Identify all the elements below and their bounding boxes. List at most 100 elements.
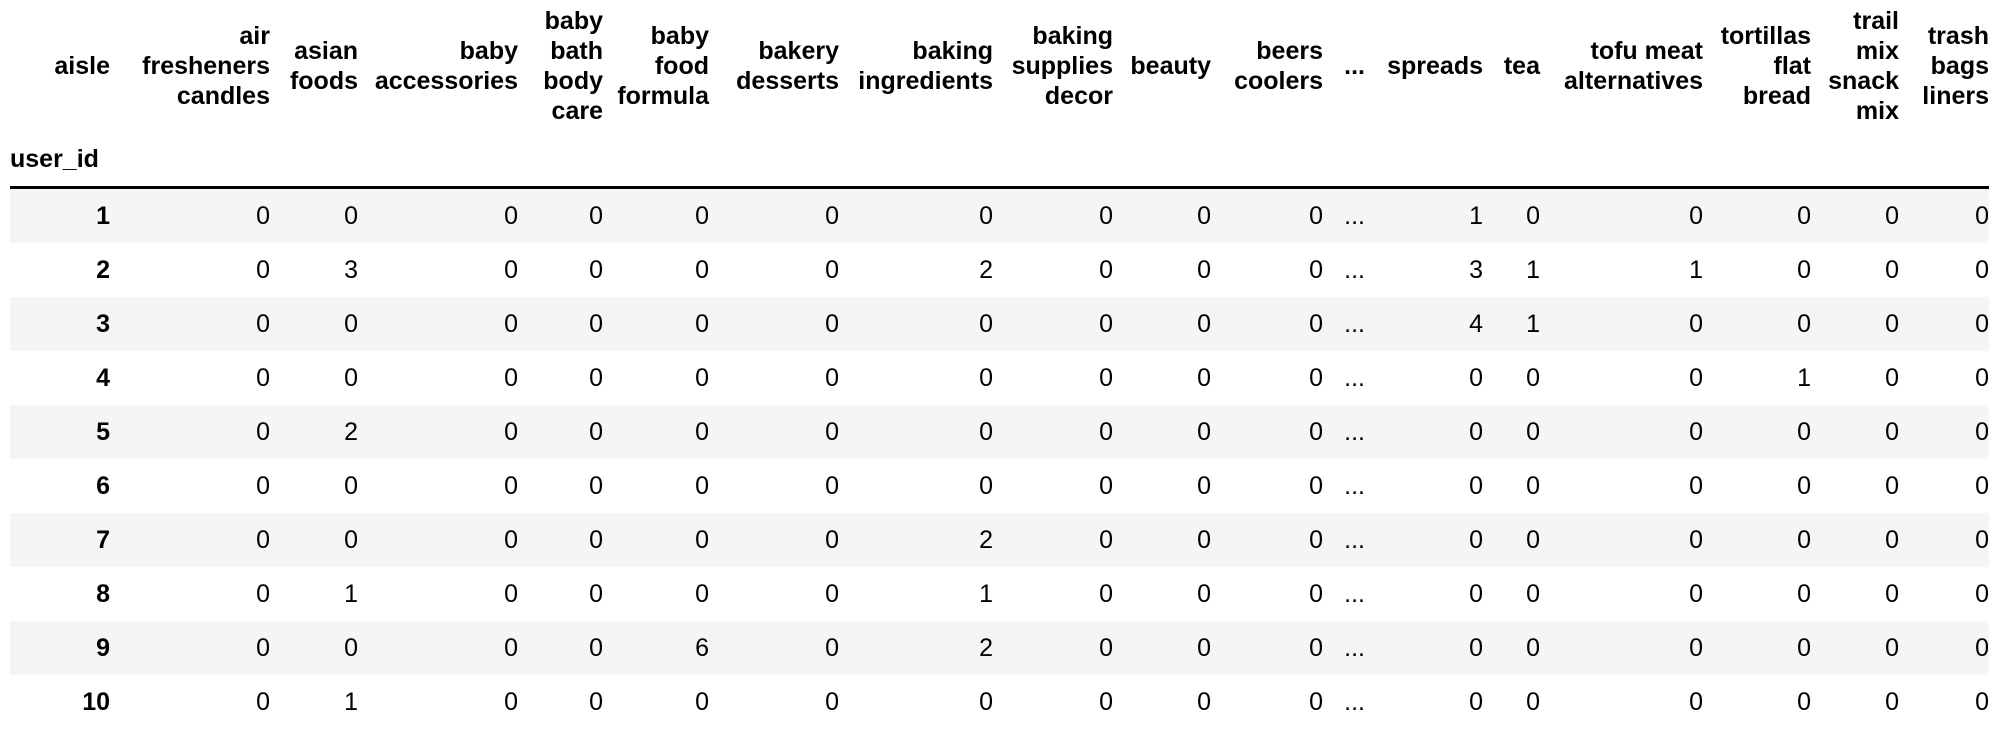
cell: 0: [1197, 418, 1211, 446]
cell: 0: [504, 256, 518, 284]
cell: 0: [1689, 688, 1703, 716]
cell: 0: [1469, 526, 1483, 554]
cell: 0: [1197, 472, 1211, 500]
cell: 0: [1099, 634, 1113, 662]
cell: 0: [1689, 418, 1703, 446]
cell: 0: [695, 364, 709, 392]
cell: 0: [1469, 688, 1483, 716]
cell: 4: [1469, 310, 1483, 338]
cell: 0: [1309, 364, 1323, 392]
cell: 0: [589, 580, 603, 608]
cell: 0: [1885, 310, 1899, 338]
cell: 0: [256, 472, 270, 500]
cell: 0: [1975, 526, 1989, 554]
cell: 0: [344, 202, 358, 230]
column-header: tortillas flat bread: [1720, 22, 1811, 110]
row-index: 5: [96, 418, 110, 446]
cell: 0: [1797, 472, 1811, 500]
cell: 0: [504, 418, 518, 446]
cell: 0: [1689, 310, 1703, 338]
cell: 0: [1197, 634, 1211, 662]
cell: 0: [1885, 472, 1899, 500]
cell: 1: [979, 580, 993, 608]
cell: 0: [825, 580, 839, 608]
columns-axis-name: aisle: [54, 52, 110, 80]
cell: 0: [589, 418, 603, 446]
cell: 2: [344, 418, 358, 446]
cell: 0: [504, 688, 518, 716]
cell: ...: [1344, 418, 1365, 446]
cell: 0: [1885, 418, 1899, 446]
cell: ...: [1344, 364, 1365, 392]
table-row: 4 0 0 0 0 0 0 0 0 0 0... 0 0 0 1 0 0: [10, 351, 1989, 405]
cell: 0: [1797, 310, 1811, 338]
index-name-filler: [1365, 132, 1483, 188]
cell: 0: [504, 634, 518, 662]
cell: 1: [344, 688, 358, 716]
cell: 0: [256, 418, 270, 446]
column-header: baby bath body care: [543, 7, 603, 125]
cell: 1: [1797, 364, 1811, 392]
cell: 0: [1526, 364, 1540, 392]
cell: ...: [1344, 688, 1365, 716]
cell: 0: [1309, 688, 1323, 716]
cell: 0: [504, 580, 518, 608]
cell: 0: [825, 526, 839, 554]
cell: 0: [1975, 310, 1989, 338]
cell: 0: [1526, 472, 1540, 500]
cell: 0: [695, 202, 709, 230]
table-row: 3 0 0 0 0 0 0 0 0 0 0... 4 1 0 0 0 0: [10, 297, 1989, 351]
cell: 0: [979, 418, 993, 446]
cell: 0: [1975, 256, 1989, 284]
cell: 0: [1885, 634, 1899, 662]
cell: 0: [1469, 634, 1483, 662]
cell: 0: [1309, 472, 1323, 500]
cell: 0: [1309, 634, 1323, 662]
dataframe-table: aisle air fresheners candles asian foods b…: [10, 0, 1989, 729]
cell: 0: [1975, 472, 1989, 500]
cell: 1: [1469, 202, 1483, 230]
cell: 0: [1975, 202, 1989, 230]
cell: 0: [344, 526, 358, 554]
cell: 0: [256, 580, 270, 608]
cell: 0: [344, 472, 358, 500]
row-index: 1: [96, 202, 110, 230]
cell: 0: [1099, 256, 1113, 284]
cell: 0: [825, 310, 839, 338]
cell: 0: [1526, 580, 1540, 608]
cell: 0: [1885, 256, 1899, 284]
cell: 0: [1797, 634, 1811, 662]
index-name-filler: [1483, 132, 1540, 188]
cell: 0: [589, 256, 603, 284]
cell: 0: [1689, 526, 1703, 554]
cell: 0: [1689, 634, 1703, 662]
cell: 0: [256, 688, 270, 716]
cell: 0: [1526, 688, 1540, 716]
cell: 0: [825, 688, 839, 716]
cell: 0: [1797, 688, 1811, 716]
cell: 0: [1526, 202, 1540, 230]
row-index: 4: [96, 364, 110, 392]
cell: 0: [504, 526, 518, 554]
cell: 0: [1797, 418, 1811, 446]
column-header: baking supplies decor: [1011, 22, 1113, 110]
cell: 0: [1975, 634, 1989, 662]
cell: 0: [1197, 688, 1211, 716]
cell: 0: [589, 634, 603, 662]
cell: 0: [1689, 202, 1703, 230]
cell: 0: [1099, 418, 1113, 446]
cell: 0: [1469, 364, 1483, 392]
cell: 0: [1099, 526, 1113, 554]
cell: 0: [344, 364, 358, 392]
cell: 0: [1099, 202, 1113, 230]
cell: 0: [825, 418, 839, 446]
cell: 0: [589, 364, 603, 392]
cell: 1: [1526, 310, 1540, 338]
cell: 0: [1975, 418, 1989, 446]
index-name-filler: [1113, 132, 1211, 188]
cell: 0: [979, 364, 993, 392]
cell: ...: [1344, 580, 1365, 608]
cell: 0: [1099, 688, 1113, 716]
column-header: tofu meat alternatives: [1564, 37, 1703, 95]
cell: 0: [825, 202, 839, 230]
